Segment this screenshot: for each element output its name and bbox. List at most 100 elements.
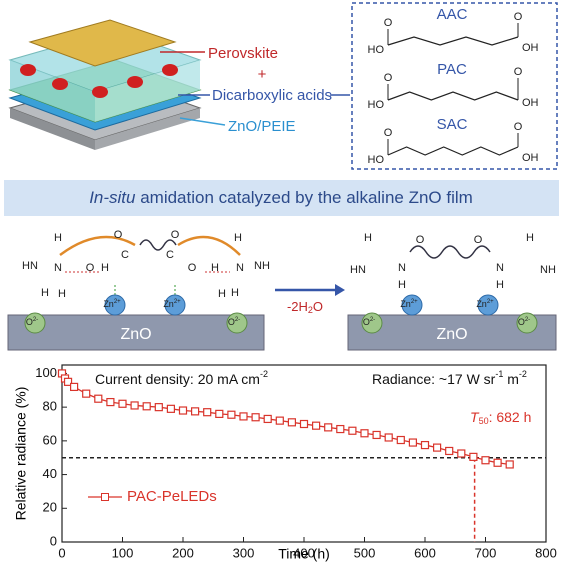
banner (4, 180, 559, 216)
ion-base: Zn (476, 299, 487, 309)
data-point (154, 403, 163, 412)
x-tick-label: 600 (414, 545, 436, 560)
data-point (63, 377, 73, 386)
annotation: Radiance: ~17 W sr-1 m-2 (372, 369, 527, 386)
chart: 0 20 40 60 80 100 0 100 200 300 400 500 600 700 800 Tim… (13, 364, 557, 562)
ion-base: O (228, 317, 235, 327)
data-point (166, 404, 175, 413)
data-point (348, 426, 357, 435)
water-tail: O (313, 299, 323, 314)
atom: H (101, 262, 109, 274)
ion-charge: 2+ (411, 299, 418, 305)
x-tick-label: 100 (112, 545, 134, 560)
perovskite-label: Perovskite (208, 45, 278, 62)
y-axis-label: Relative radiance (%) (13, 387, 29, 521)
ion-base: Zn (103, 299, 114, 309)
atom: H (231, 287, 239, 299)
ion-charge: 2+ (487, 299, 494, 305)
ion: O2- (363, 317, 375, 328)
carbon-chain (387, 91, 519, 101)
atom: O (474, 234, 483, 246)
series-line (61, 373, 510, 466)
atom: OH (522, 97, 539, 109)
atom: O (514, 121, 523, 133)
data-point (275, 416, 284, 425)
atom: O (384, 127, 393, 139)
x-tick-label: 200 (172, 545, 194, 560)
acids-label: Dicarboxylic acids (212, 87, 332, 104)
atom: C (121, 249, 129, 261)
atom: NH (254, 260, 270, 272)
atom: H (398, 279, 406, 291)
data-point (433, 443, 442, 452)
ion-base: O (518, 317, 525, 327)
data-point (457, 449, 466, 458)
x-tick-label: 800 (535, 545, 557, 560)
atom: OH (522, 152, 539, 164)
carbon-chain (387, 146, 519, 156)
atom: HN (350, 264, 366, 276)
data-point (299, 419, 309, 429)
ion-base: Zn (400, 299, 411, 309)
atom: H (364, 232, 372, 244)
data-point (493, 458, 502, 467)
atom: HO (368, 44, 385, 56)
data-point (372, 430, 381, 440)
atom: O (384, 17, 393, 29)
annotation-part: T (470, 409, 480, 425)
data-point (384, 433, 393, 442)
x-tick-label: 400 (293, 545, 315, 560)
atom: O (86, 262, 95, 274)
substrate-left: ZnO (120, 326, 151, 343)
atom: O (171, 229, 180, 241)
data-point (505, 460, 514, 469)
ion: O2- (228, 317, 240, 328)
ion-base: O (363, 317, 370, 327)
atom: H (234, 232, 242, 244)
etl-label: ZnO/PEIE (228, 118, 296, 135)
annotation-part: -1 (495, 369, 503, 379)
data-point (227, 410, 236, 419)
x-tick-label: 300 (233, 545, 255, 560)
annotation: Current density: 20 mA cm-2 (95, 369, 268, 386)
atom: N (398, 262, 406, 274)
y-tick-label: 20 (43, 500, 57, 515)
data-point (203, 408, 212, 417)
atom: O (188, 262, 197, 274)
y-tick-label: 60 (43, 432, 57, 447)
y-tick-label: 80 (43, 399, 57, 414)
data-point (287, 418, 296, 427)
annotation-part: 50 (479, 416, 489, 426)
data-point (118, 399, 127, 408)
annotation-part: -2 (260, 369, 268, 379)
ion-charge: 2+ (114, 299, 121, 305)
ion-charge: 2+ (174, 299, 181, 305)
annotation-part: m (503, 371, 519, 387)
atom: H (41, 287, 49, 299)
atom: N (54, 262, 62, 274)
atom: O (514, 66, 523, 78)
water-sub: 2 (308, 305, 313, 315)
acid-name: SAC (437, 116, 468, 133)
ion: Zn2+ (103, 299, 121, 310)
atom: H (496, 279, 504, 291)
atom: O (384, 72, 393, 84)
ion-base: Zn (163, 299, 174, 309)
data-point (481, 456, 490, 465)
atom: OH (522, 42, 539, 54)
atom: HO (368, 154, 385, 166)
data-point (469, 452, 478, 461)
ion-charge: 2- (525, 317, 530, 323)
y-tick-label: 100 (35, 365, 57, 380)
banner-text: In-situ amidation catalyzed by the alkal… (89, 188, 473, 207)
atom: H (58, 288, 66, 300)
device-illustration (8, 19, 350, 150)
ion: Zn2+ (400, 299, 418, 310)
data-point (408, 438, 417, 447)
data-point (324, 423, 333, 432)
data-point (420, 440, 430, 450)
annotation-part: -2 (519, 369, 527, 379)
data-point (178, 406, 188, 415)
